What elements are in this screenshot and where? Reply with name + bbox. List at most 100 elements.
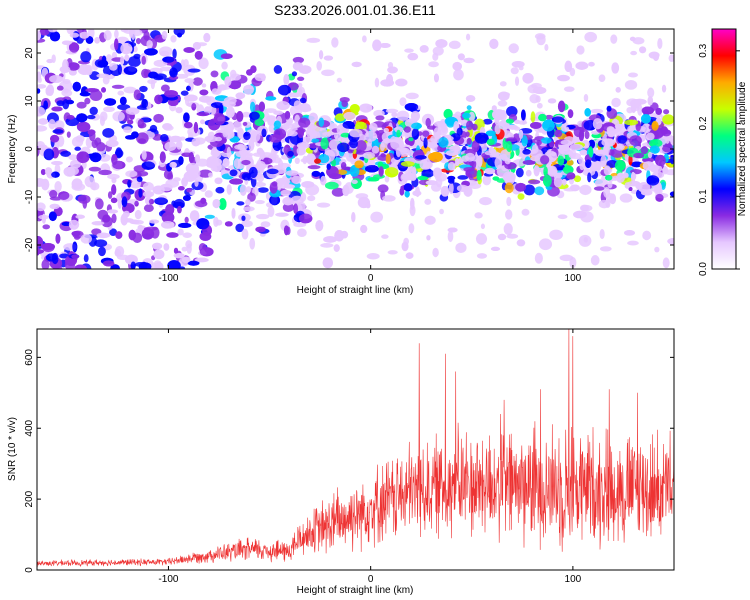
spectrogram-cell [293, 203, 299, 215]
spectrogram-cell [84, 97, 91, 105]
spectrogram-x-tick-label: 100 [565, 273, 582, 284]
snr-x-axis-label: Height of straight line (km) [297, 585, 414, 596]
spectrogram-cell [395, 78, 408, 87]
spectrogram-cell [127, 179, 132, 188]
spectrogram-cell [479, 196, 492, 206]
spectrogram-cell [461, 155, 470, 162]
spectrogram-cell [547, 98, 557, 104]
spectrogram-cell [536, 102, 543, 109]
spectrogram-cell [173, 253, 185, 259]
spectrogram-cell [49, 203, 60, 210]
spectrogram-cell [319, 50, 324, 60]
spectrogram-cell [315, 220, 324, 232]
spectrogram-cell [559, 254, 574, 262]
colorbar-label: Normalized spectral amplitude [737, 81, 748, 216]
spectrogram-cell [170, 35, 177, 43]
spectrogram-cell [494, 113, 500, 126]
spectrogram-cell [253, 182, 267, 187]
spectrogram-cell [354, 160, 364, 169]
spectrogram-cell [566, 172, 576, 180]
spectrogram-cell [387, 250, 398, 255]
spectrogram-cell [380, 153, 386, 158]
spectrogram-cell [543, 166, 548, 177]
spectrogram-cell [282, 197, 294, 206]
spectrogram-cell [114, 29, 119, 39]
spectrogram-cell [390, 138, 404, 150]
spectrogram-cell [178, 186, 185, 191]
spectrogram-cell [609, 193, 617, 205]
spectrogram-cell [139, 85, 148, 93]
spectrogram-cell [41, 243, 56, 251]
spectrogram-cell [624, 182, 631, 189]
spectrogram-cell [102, 214, 111, 223]
spectrogram-cell [107, 209, 118, 214]
spectrogram-cell [379, 43, 391, 49]
spectrogram-cell [629, 135, 642, 146]
spectrogram-cell [283, 225, 289, 236]
spectrogram-cell [417, 175, 429, 181]
spectrogram-cell [301, 136, 313, 143]
spectrogram-cell [579, 184, 592, 196]
spectrogram-x-tick-label: 0 [368, 273, 374, 284]
spectrogram-cell [404, 102, 419, 112]
spectrogram-cell [138, 138, 147, 144]
spectrogram-cell [111, 153, 118, 166]
spectrogram-cell [378, 166, 384, 177]
spectrogram-cell [466, 105, 472, 111]
spectrogram-cell [41, 259, 50, 269]
spectrogram-cell [573, 210, 587, 219]
spectrogram-cell [465, 131, 470, 137]
spectrogram-cell [425, 117, 431, 128]
spectrogram-cell [455, 242, 467, 254]
spectrogram-cell [476, 170, 482, 181]
spectrogram-cell [517, 120, 528, 125]
spectrogram-cell [167, 260, 181, 269]
spectrogram-cell [505, 118, 514, 124]
spectrogram-cell [447, 161, 456, 171]
chart-title: S233.2026.001.01.36.E11 [274, 2, 436, 18]
spectrogram-cell [103, 30, 112, 41]
spectrogram-cell [37, 247, 40, 256]
spectrogram-cell [563, 86, 575, 92]
spectrogram-cell [584, 31, 598, 43]
spectrogram-cell [594, 178, 609, 188]
spectrogram-cell [657, 38, 663, 50]
spectrogram-cell [160, 84, 170, 92]
spectrogram-cell [246, 69, 253, 76]
spectrogram-cell [349, 103, 360, 114]
snr-x-tick-label: -100 [158, 574, 178, 585]
spectrogram-cell [71, 136, 84, 148]
spectrogram-cell [419, 159, 433, 170]
spectrogram-cell [668, 54, 674, 62]
spectrogram-cell [435, 39, 448, 48]
spectrogram-cell [401, 241, 409, 252]
spectrogram-cell [627, 72, 638, 78]
spectrogram-cell [198, 95, 212, 103]
spectrogram-cell [380, 142, 385, 152]
spectrogram-cell [521, 135, 528, 147]
spectrogram-cell [120, 42, 133, 55]
spectrogram-cell [60, 150, 71, 157]
spectrogram-cell [142, 182, 154, 192]
spectrogram-cell [117, 64, 123, 75]
snr-y-tick-label: 600 [24, 349, 35, 366]
spectrogram-cell [239, 184, 247, 196]
spectrogram-cell [662, 114, 674, 125]
spectrogram-cell [640, 189, 653, 196]
spectrogram-cell [86, 114, 96, 120]
spectrogram-cell [301, 181, 315, 188]
spectrogram-cell [351, 179, 358, 185]
spectrogram-cell [194, 50, 203, 60]
spectrogram-cell [255, 160, 266, 171]
snr-y-tick-label: 400 [24, 419, 35, 436]
spectrogram-cell [160, 183, 173, 192]
spectrogram-cell [66, 115, 75, 120]
spectrogram-cell [164, 90, 178, 98]
spectrogram-cell [454, 158, 460, 167]
spectrogram-cell [324, 147, 331, 156]
spectrogram-cell [186, 85, 191, 91]
spectrogram-cell [422, 130, 430, 137]
spectrogram-cell [443, 108, 453, 119]
spectrogram-cell [320, 175, 327, 186]
